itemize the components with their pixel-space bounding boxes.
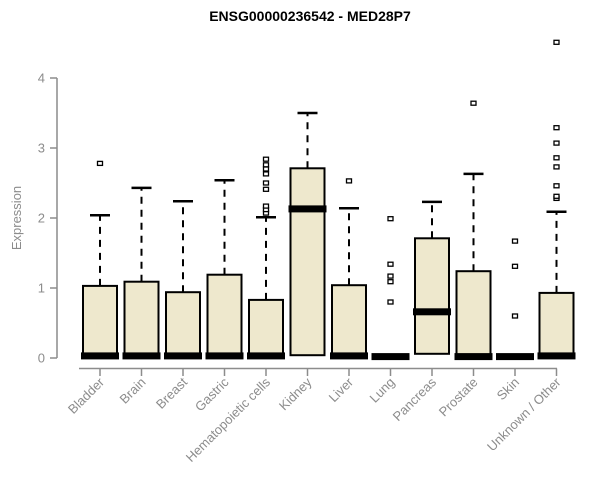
x-tick-label: Lung [367,375,398,406]
outlier-point [553,193,560,199]
box-iqr [331,284,367,360]
median-bar [371,353,410,361]
outlier-point [262,166,270,172]
outlier-point [553,140,560,146]
x-tick-label: Kidney [276,374,315,413]
y-tick-label: 3 [38,141,45,156]
outlier-point [553,155,560,161]
box-iqr [165,291,201,360]
box-iqr [123,280,160,360]
outlier-point [262,162,270,168]
outlier-point [387,299,394,305]
x-tick-label: Brain [117,375,149,407]
chart-title: ENSG00000236542 - MED28P7 [209,8,411,24]
y-tick-label: 2 [38,211,45,226]
median-bar [122,352,161,360]
median-bar [81,352,119,360]
box-iqr [538,291,575,359]
outlier-point [345,178,353,184]
outlier-point [553,164,560,170]
box-iqr [206,273,243,360]
box-iqr [414,237,450,355]
outlier-point [262,171,270,177]
outlier-point [262,203,270,209]
median-bar [205,352,244,360]
outlier-point [511,313,519,319]
outlier-point [553,183,560,189]
x-tick-label: Gastric [192,374,232,414]
outlier-point [387,261,394,267]
outlier-point [470,100,477,106]
y-tick-label: 0 [38,351,45,366]
box-iqr [455,270,492,360]
x-tick-label: Prostate [436,375,481,420]
outlier-point [96,160,104,167]
median-bar [164,352,202,360]
outlier-point [387,216,394,222]
median-bar [537,352,576,360]
median-bar [330,352,368,360]
box-iqr [248,298,284,359]
median-bar [247,352,285,360]
x-tick-label: Liver [326,374,357,405]
y-tick-label: 4 [38,71,45,86]
outlier-point [553,125,560,131]
box-iqr [289,167,326,357]
outlier-point [387,273,394,279]
median-bar [496,353,534,361]
median-bar [413,308,451,316]
outlier-point [511,263,519,269]
x-tick-label: Skin [494,375,522,403]
x-tick-label: Bladder [65,374,108,417]
outlier-point [511,238,519,244]
x-tick-label: Breast [153,374,190,411]
outlier-point [387,279,394,285]
outlier-point [553,39,560,45]
x-tick-label: Unknown / Other [484,374,564,454]
box-iqr [82,284,118,359]
y-tick-label: 1 [38,281,45,296]
outlier-point [262,186,270,192]
outlier-point [262,180,270,186]
median-bar [288,205,327,213]
outlier-point [262,156,270,162]
median-bar [454,353,493,361]
x-tick-label: Pancreas [390,374,440,424]
y-axis-title: Expression [9,185,24,251]
